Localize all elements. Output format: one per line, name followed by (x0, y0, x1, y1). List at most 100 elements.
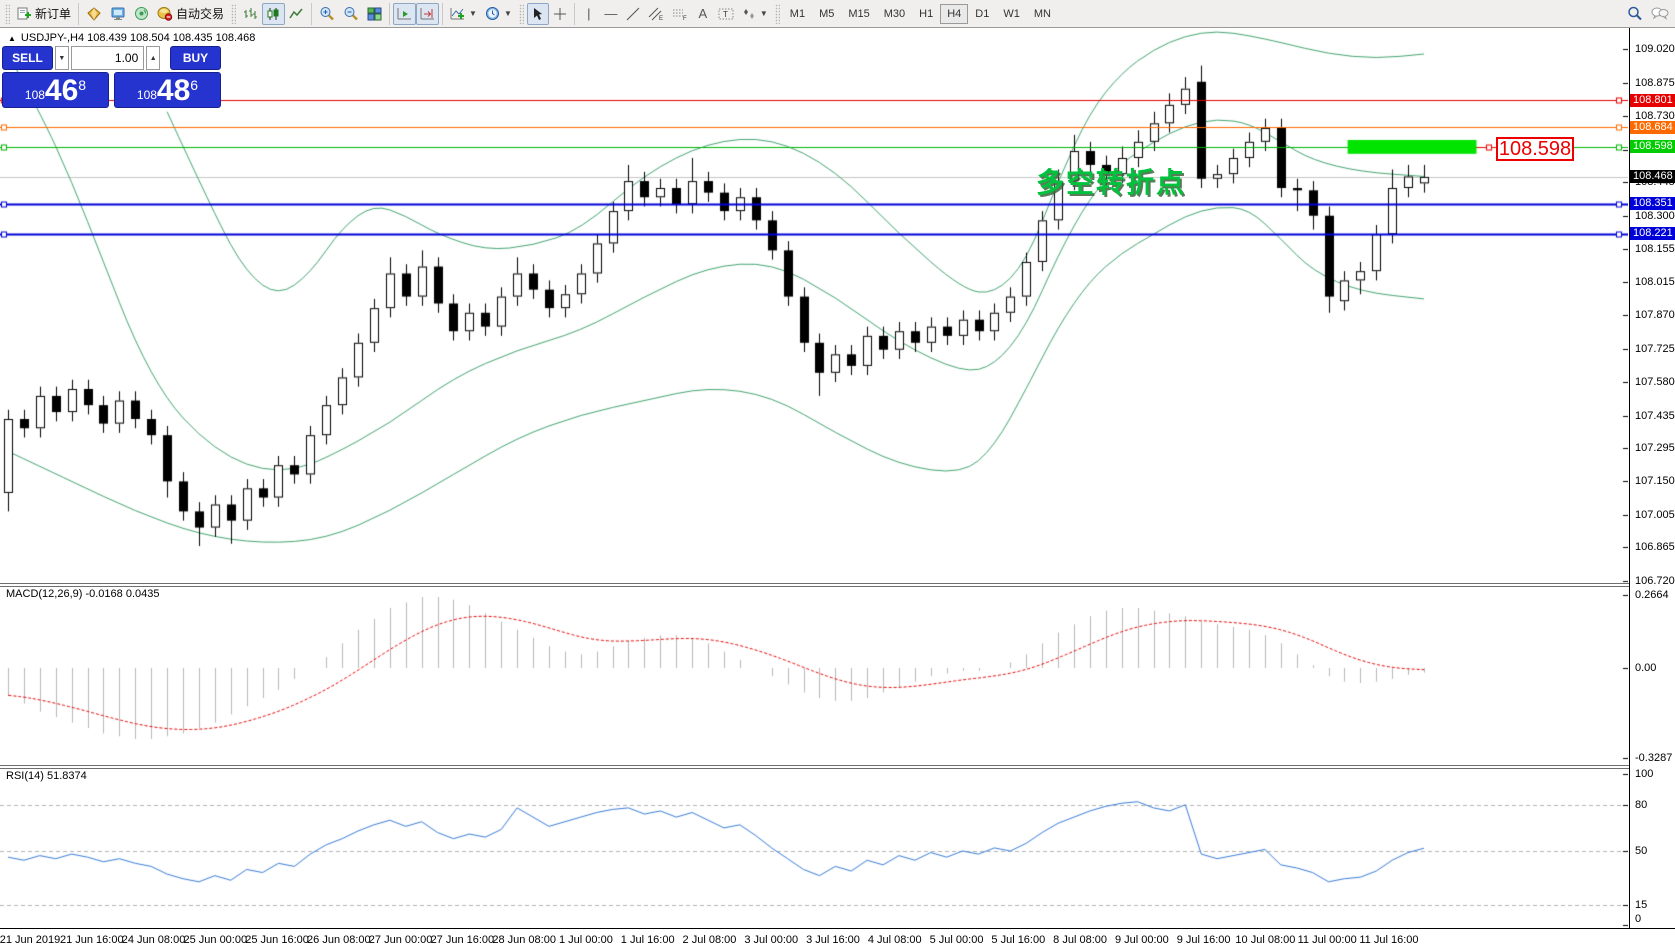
pane-separator[interactable] (0, 583, 1675, 587)
time-tick-label: 21 Jun 16:00 (59, 934, 124, 946)
svg-text:T: T (723, 10, 728, 19)
axis-tick-label: 0 (1635, 913, 1642, 925)
axis-tick-label: 15 (1635, 898, 1648, 911)
time-tick-label: 11 Jul 00:00 (1297, 934, 1357, 946)
chevron-down-icon: ▼ (469, 9, 477, 18)
buy-price-point: 6 (190, 77, 199, 93)
candlestick-chart-icon (266, 7, 281, 21)
shapes-button[interactable]: ▼ (738, 3, 772, 25)
price-flag: 108.684 (1630, 120, 1675, 134)
pane-separator[interactable] (0, 765, 1675, 769)
time-tick-label: 25 Jun 16:00 (245, 934, 309, 946)
zoom-out-button[interactable] (339, 3, 363, 25)
symbol-ohlc-text: USDJPY-,H4 108.439 108.504 108.435 108.4… (20, 32, 256, 44)
sell-button[interactable]: SELL (2, 46, 53, 70)
volume-input[interactable]: 1.00 (70, 46, 145, 70)
buy-price-pips: 48 (156, 74, 191, 107)
price-flag: 108.598 (1630, 140, 1675, 154)
line-chart-button[interactable] (285, 3, 308, 25)
signals-button[interactable] (130, 3, 153, 25)
toolbar-grip[interactable] (774, 3, 780, 24)
text-label-button[interactable]: T (714, 3, 738, 25)
auto-trading-button[interactable]: 自动交易 (153, 3, 228, 25)
shapes-icon (742, 7, 756, 21)
chart-shift-icon (420, 7, 435, 21)
volume-increase-button[interactable]: ▲ (146, 46, 161, 70)
comments-button[interactable] (1647, 3, 1673, 25)
new-order-button[interactable]: 新订单 (13, 3, 75, 25)
price-tag-label[interactable]: 108.598 (1496, 137, 1574, 161)
tile-windows-button[interactable] (363, 3, 386, 25)
timeframe-h1[interactable]: H1 (919, 7, 934, 20)
buy-button[interactable]: BUY (170, 46, 221, 70)
text-label-icon: T (718, 7, 734, 21)
toolbar-grip[interactable] (518, 3, 524, 24)
sell-price-button[interactable]: 108 46 8 (2, 72, 109, 108)
time-tick-label: 10 Jul 08:00 (1235, 934, 1296, 946)
trendline-button[interactable] (622, 3, 644, 25)
price-chart-canvas[interactable] (0, 28, 1628, 928)
timeframe-m30[interactable]: M30 (883, 7, 906, 20)
time-tick-label: 28 Jun 08:00 (492, 934, 556, 946)
diamond-icon (86, 6, 102, 21)
cursor-button[interactable] (526, 2, 549, 25)
chart-annotation-text[interactable]: 多空转折点 (1036, 167, 1187, 198)
timeframe-m1[interactable]: M1 (789, 7, 806, 20)
axis-tick-label: 107.580 (1635, 376, 1675, 389)
timeframe-m15[interactable]: M15 (848, 7, 870, 20)
timeframe-h4[interactable]: H4 (940, 3, 969, 24)
axis-tick-label: 108.730 (1635, 110, 1675, 123)
fibonacci-button[interactable]: F (668, 3, 692, 25)
time-tick-label: 9 Jul 00:00 (1114, 934, 1169, 946)
vertical-line-button[interactable]: | (578, 3, 600, 25)
cursor-icon (532, 7, 544, 21)
time-tick-label: 26 Jun 08:00 (307, 934, 371, 946)
price-axis[interactable]: 109.020108.875108.730108.585108.445108.3… (1629, 28, 1675, 928)
vertical-line-icon: | (587, 6, 591, 21)
clock-icon (485, 6, 500, 21)
rsi-indicator-label: RSI(14) 51.8374 (6, 770, 87, 782)
timeframe-group: M1 M5 M15 M30 H1 H4 D1 W1 MN (783, 3, 1058, 24)
sell-price-point: 8 (78, 77, 87, 93)
crosshair-button[interactable] (549, 3, 571, 25)
symbol-header: ▲ USDJPY-,H4 108.439 108.504 108.435 108… (8, 32, 255, 44)
axis-tick-label: 108.300 (1635, 209, 1675, 222)
toolbar: 新订单 自动交易 (0, 0, 1675, 28)
horizontal-line-button[interactable]: — (600, 3, 622, 25)
buy-price-button[interactable]: 108 48 6 (114, 72, 221, 108)
auto-trading-icon (157, 6, 173, 21)
time-tick-label: 21 Jun 2019 (0, 934, 61, 946)
zoom-out-icon (343, 6, 359, 21)
timeframe-mn[interactable]: MN (1033, 7, 1051, 20)
timeframe-m5[interactable]: M5 (819, 7, 835, 20)
one-click-trade-panel: SELL ▼ 1.00 ▲ BUY 108 46 8 108 48 6 (2, 46, 221, 108)
axis-tick-label: 108.015 (1635, 275, 1675, 288)
price-flag: 108.351 (1630, 197, 1675, 211)
collapse-arrow-icon[interactable]: ▲ (8, 33, 16, 43)
bar-chart-button[interactable] (239, 3, 262, 25)
timeframe-w1[interactable]: W1 (1003, 7, 1020, 20)
time-tick-label: 24 Jun 08:00 (121, 934, 186, 946)
line-chart-icon (289, 7, 304, 21)
timeframe-d1[interactable]: D1 (975, 7, 990, 20)
volume-decrease-button[interactable]: ▼ (54, 46, 69, 70)
styler-button[interactable] (82, 3, 106, 25)
time-axis[interactable]: 21 Jun 2019 21 Jun 16:00 24 Jun 08:00 25 Ju… (0, 928, 1675, 951)
toolbar-grip[interactable] (5, 3, 10, 24)
time-tick-label: 3 Jul 00:00 (744, 934, 799, 946)
indicators-button[interactable]: ▼ (446, 3, 481, 25)
chart-shift-button[interactable] (416, 2, 440, 25)
terminal-button[interactable] (106, 3, 130, 25)
zoom-in-icon (319, 6, 335, 21)
text-button[interactable]: A (692, 3, 714, 25)
search-button[interactable] (1623, 3, 1647, 25)
toolbar-grip[interactable] (231, 3, 237, 24)
axis-tick-label: 107.435 (1635, 409, 1675, 422)
periods-button[interactable]: ▼ (481, 3, 516, 25)
time-tick-label: 9 Jul 16:00 (1176, 934, 1231, 946)
auto-scroll-button[interactable] (393, 2, 417, 25)
horizontal-line-icon: — (604, 6, 618, 21)
candlestick-chart-button[interactable] (262, 2, 286, 25)
zoom-in-button[interactable] (315, 3, 339, 25)
channel-button[interactable]: E (644, 3, 668, 25)
